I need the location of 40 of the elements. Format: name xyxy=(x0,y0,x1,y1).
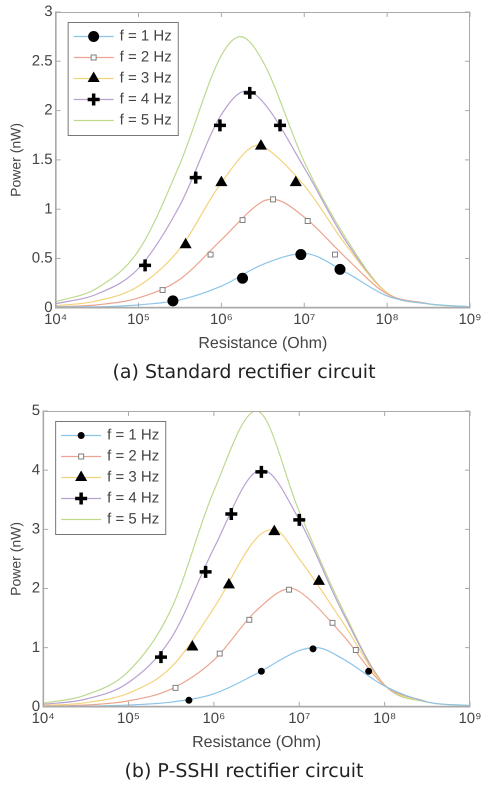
legend-label: f = 4 Hz xyxy=(107,490,160,507)
x-tick-label: 10⁵ xyxy=(117,710,140,727)
legend-label: f = 5 Hz xyxy=(107,510,160,528)
x-tick-label: 10⁷ xyxy=(293,310,316,328)
legend-label: f = 4 Hz xyxy=(120,90,172,108)
x-tick-label: 10⁵ xyxy=(127,310,150,328)
legend-label: f = 3 Hz xyxy=(107,468,160,486)
y-axis-title: Power (nW) xyxy=(7,522,24,596)
legend-label: f = 2 Hz xyxy=(107,448,160,465)
y-tick-label: 2 xyxy=(44,102,53,119)
x-tick-label: 10⁶ xyxy=(202,710,226,727)
y-axis-title: Power (nW) xyxy=(7,122,24,197)
x-axis-title: Resistance (Ohm) xyxy=(192,734,322,751)
x-tick-label: 10⁴ xyxy=(44,310,68,328)
y-tick-label: 2 xyxy=(32,580,40,597)
x-axis-title: Resistance (Ohm) xyxy=(198,334,328,352)
legend-label: f = 3 Hz xyxy=(120,70,172,87)
legend-label: f = 5 Hz xyxy=(120,112,172,129)
y-tick-label: 4 xyxy=(32,461,40,478)
x-tick-label: 10⁷ xyxy=(288,710,310,727)
x-tick-label: 10⁸ xyxy=(373,710,396,727)
text: (b) P-SSHI rectifier circuit xyxy=(124,759,364,784)
text: (a) Standard rectifier circuit xyxy=(111,360,377,385)
x-tick-label: 10⁶ xyxy=(210,310,233,328)
legend-label: f = 2 Hz xyxy=(120,48,172,66)
x-tick-label: 10⁹ xyxy=(458,710,482,727)
y-tick-label: 3 xyxy=(32,520,40,538)
x-tick-label: 10⁹ xyxy=(458,310,482,328)
line-series xyxy=(43,411,470,706)
legend-label: f = 1 Hz xyxy=(107,426,160,444)
y-tick-label: 0.5 xyxy=(32,250,53,267)
x-tick-label: 10⁴ xyxy=(32,710,55,727)
y-tick-label: 1 xyxy=(32,638,40,656)
y-tick-label: 5 xyxy=(32,402,40,420)
y-tick-label: 2.5 xyxy=(32,52,53,70)
y-tick-label: 1.5 xyxy=(32,151,53,168)
legend-label: f = 1 Hz xyxy=(120,28,172,45)
y-tick-label: 3 xyxy=(44,3,53,20)
y-tick-label: 1 xyxy=(44,200,53,218)
x-tick-label: 10⁸ xyxy=(376,310,399,328)
